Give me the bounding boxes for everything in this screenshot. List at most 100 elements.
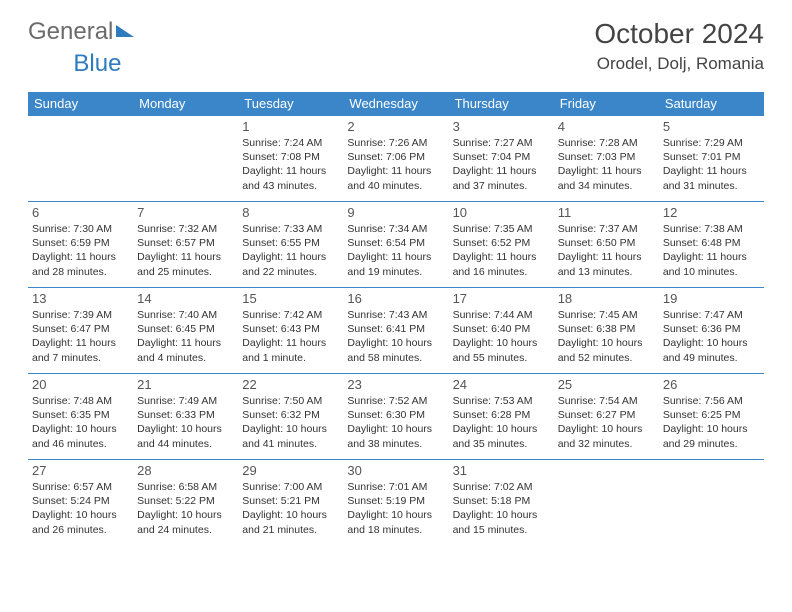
sunrise-text: Sunrise: 7:54 AM: [558, 394, 655, 408]
sunset-text: Sunset: 6:28 PM: [453, 408, 550, 422]
sunset-text: Sunset: 6:35 PM: [32, 408, 129, 422]
calendar-cell: 21Sunrise: 7:49 AMSunset: 6:33 PMDayligh…: [133, 374, 238, 460]
day-number: 23: [347, 377, 444, 392]
calendar-cell: 20 Sunrise: 7:48 AMSunset: 6:35 PMDayligh…: [28, 374, 133, 460]
day-info: Sunrise: 7:43 AMSunset: 6:41 PMDaylight:…: [347, 308, 444, 365]
sunset-text: Sunset: 5:24 PM: [32, 494, 129, 508]
day-info: Sunrise: 7:37 AMSunset: 6:50 PMDaylight:…: [558, 222, 655, 279]
day-header-row: SundayMondayTuesdayWednesdayThursdayFrid…: [28, 92, 764, 116]
calendar-row: 27Sunrise: 6:57 AMSunset: 5:24 PMDayligh…: [28, 460, 764, 546]
daylight-text: Daylight: 10 hours and 49 minutes.: [663, 336, 760, 364]
sunset-text: Sunset: 5:19 PM: [347, 494, 444, 508]
day-info: Sunrise: 7:48 AMSunset: 6:35 PMDaylight:…: [32, 394, 129, 451]
day-info: Sunrise: 7:53 AMSunset: 6:28 PMDaylight:…: [453, 394, 550, 451]
title-block: October 2024 Orodel, Dolj, Romania: [594, 18, 764, 74]
day-number: 30: [347, 463, 444, 478]
calendar-page: General October 2024 Orodel, Dolj, Roman…: [0, 0, 792, 546]
day-info: Sunrise: 6:58 AMSunset: 5:22 PMDaylight:…: [137, 480, 234, 537]
sunrise-text: Sunrise: 7:27 AM: [453, 136, 550, 150]
day-number: 8: [242, 205, 339, 220]
day-number: 31: [453, 463, 550, 478]
sunrise-text: Sunrise: 7:30 AM: [32, 222, 129, 236]
daylight-text: Daylight: 10 hours and 32 minutes.: [558, 422, 655, 450]
sunrise-text: Sunrise: 7:29 AM: [663, 136, 760, 150]
calendar-cell: 7 Sunrise: 7:32 AMSunset: 6:57 PMDaylight…: [133, 202, 238, 288]
sunset-text: Sunset: 6:45 PM: [137, 322, 234, 336]
day-info: Sunrise: 7:38 AMSunset: 6:48 PMDaylight:…: [663, 222, 760, 279]
calendar-cell: 24 Sunrise: 7:53 AMSunset: 6:28 PMDayligh…: [449, 374, 554, 460]
calendar-cell: 14Sunrise: 7:40 AMSunset: 6:45 PMDayligh…: [133, 288, 238, 374]
day-info: Sunrise: 7:35 AMSunset: 6:52 PMDaylight:…: [453, 222, 550, 279]
daylight-text: Daylight: 11 hours and 7 minutes.: [32, 336, 129, 364]
sunset-text: Sunset: 6:57 PM: [137, 236, 234, 250]
sunrise-text: Sunrise: 7:49 AM: [137, 394, 234, 408]
daylight-text: Daylight: 10 hours and 35 minutes.: [453, 422, 550, 450]
sunset-text: Sunset: 6:32 PM: [242, 408, 339, 422]
brand-logo: General: [28, 18, 134, 46]
sunrise-text: Sunrise: 7:43 AM: [347, 308, 444, 322]
sunset-text: Sunset: 7:01 PM: [663, 150, 760, 164]
day-info: Sunrise: 7:28 AMSunset: 7:03 PMDaylight:…: [558, 136, 655, 193]
day-info: Sunrise: 7:01 AMSunset: 5:19 PMDaylight:…: [347, 480, 444, 537]
day-number: 7: [137, 205, 234, 220]
sunrise-text: Sunrise: 7:32 AM: [137, 222, 234, 236]
sunset-text: Sunset: 6:41 PM: [347, 322, 444, 336]
calendar-cell: [659, 460, 764, 546]
day-number: 15: [242, 291, 339, 306]
sunrise-text: Sunrise: 7:42 AM: [242, 308, 339, 322]
sunrise-text: Sunrise: 7:01 AM: [347, 480, 444, 494]
day-info: Sunrise: 7:50 AMSunset: 6:32 PMDaylight:…: [242, 394, 339, 451]
daylight-text: Daylight: 11 hours and 16 minutes.: [453, 250, 550, 278]
sunset-text: Sunset: 6:50 PM: [558, 236, 655, 250]
day-info: Sunrise: 7:30 AMSunset: 6:59 PMDaylight:…: [32, 222, 129, 279]
sunrise-text: Sunrise: 7:34 AM: [347, 222, 444, 236]
calendar-cell: 19Sunrise: 7:47 AMSunset: 6:36 PMDayligh…: [659, 288, 764, 374]
calendar-cell: 8 Sunrise: 7:33 AMSunset: 6:55 PMDaylight…: [238, 202, 343, 288]
sunset-text: Sunset: 5:22 PM: [137, 494, 234, 508]
location-label: Orodel, Dolj, Romania: [594, 54, 764, 74]
calendar-cell: 6Sunrise: 7:30 AMSunset: 6:59 PMDaylight…: [28, 202, 133, 288]
daylight-text: Daylight: 11 hours and 13 minutes.: [558, 250, 655, 278]
day-number: 20: [32, 377, 129, 392]
day-number: 24: [453, 377, 550, 392]
calendar-cell: 27Sunrise: 6:57 AMSunset: 5:24 PMDayligh…: [28, 460, 133, 546]
day-number: 1: [242, 119, 339, 134]
sunset-text: Sunset: 6:55 PM: [242, 236, 339, 250]
sunset-text: Sunset: 6:52 PM: [453, 236, 550, 250]
calendar-table: SundayMondayTuesdayWednesdayThursdayFrid…: [28, 92, 764, 546]
calendar-head: SundayMondayTuesdayWednesdayThursdayFrid…: [28, 92, 764, 116]
calendar-cell: 22Sunrise: 7:50 AMSunset: 6:32 PMDayligh…: [238, 374, 343, 460]
daylight-text: Daylight: 11 hours and 28 minutes.: [32, 250, 129, 278]
calendar-cell: 4Sunrise: 7:28 AMSunset: 7:03 PMDaylight…: [554, 116, 659, 202]
calendar-cell: 5Sunrise: 7:29 AMSunset: 7:01 PMDaylight…: [659, 116, 764, 202]
sunrise-text: Sunrise: 7:33 AM: [242, 222, 339, 236]
daylight-text: Daylight: 11 hours and 34 minutes.: [558, 164, 655, 192]
sunset-text: Sunset: 6:48 PM: [663, 236, 760, 250]
sunrise-text: Sunrise: 7:28 AM: [558, 136, 655, 150]
calendar-row: 6Sunrise: 7:30 AMSunset: 6:59 PMDaylight…: [28, 202, 764, 288]
daylight-text: Daylight: 10 hours and 21 minutes.: [242, 508, 339, 536]
day-info: Sunrise: 7:32 AMSunset: 6:57 PMDaylight:…: [137, 222, 234, 279]
calendar-cell: 3Sunrise: 7:27 AMSunset: 7:04 PMDaylight…: [449, 116, 554, 202]
sunset-text: Sunset: 6:38 PM: [558, 322, 655, 336]
sunrise-text: Sunrise: 7:35 AM: [453, 222, 550, 236]
calendar-cell: 31Sunrise: 7:02 AMSunset: 5:18 PMDayligh…: [449, 460, 554, 546]
sunrise-text: Sunrise: 7:47 AM: [663, 308, 760, 322]
daylight-text: Daylight: 11 hours and 31 minutes.: [663, 164, 760, 192]
sunset-text: Sunset: 5:21 PM: [242, 494, 339, 508]
calendar-cell: 12Sunrise: 7:38 AMSunset: 6:48 PMDayligh…: [659, 202, 764, 288]
calendar-row: 1Sunrise: 7:24 AMSunset: 7:08 PMDaylight…: [28, 116, 764, 202]
sunset-text: Sunset: 6:30 PM: [347, 408, 444, 422]
sunset-text: Sunset: 5:18 PM: [453, 494, 550, 508]
calendar-cell: [28, 116, 133, 202]
daylight-text: Daylight: 11 hours and 22 minutes.: [242, 250, 339, 278]
daylight-text: Daylight: 10 hours and 15 minutes.: [453, 508, 550, 536]
day-header: Tuesday: [238, 92, 343, 116]
daylight-text: Daylight: 11 hours and 19 minutes.: [347, 250, 444, 278]
sunrise-text: Sunrise: 7:00 AM: [242, 480, 339, 494]
day-info: Sunrise: 7:44 AMSunset: 6:40 PMDaylight:…: [453, 308, 550, 365]
brand-part1: General: [28, 18, 113, 46]
sunrise-text: Sunrise: 7:44 AM: [453, 308, 550, 322]
calendar-cell: 11Sunrise: 7:37 AMSunset: 6:50 PMDayligh…: [554, 202, 659, 288]
daylight-text: Daylight: 10 hours and 18 minutes.: [347, 508, 444, 536]
